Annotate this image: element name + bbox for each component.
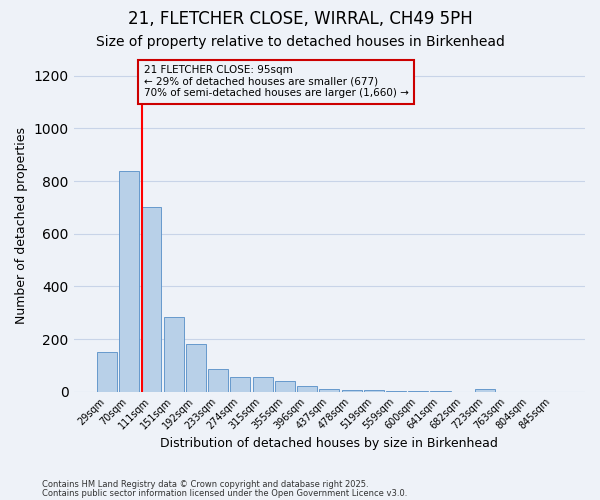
Bar: [230, 376, 250, 392]
X-axis label: Distribution of detached houses by size in Birkenhead: Distribution of detached houses by size …: [160, 437, 498, 450]
Text: Contains HM Land Registry data © Crown copyright and database right 2025.: Contains HM Land Registry data © Crown c…: [42, 480, 368, 489]
Text: Size of property relative to detached houses in Birkenhead: Size of property relative to detached ho…: [95, 35, 505, 49]
Bar: [186, 344, 206, 392]
Bar: [341, 390, 362, 392]
Bar: [430, 391, 451, 392]
Bar: [319, 389, 339, 392]
Bar: [141, 208, 161, 392]
Text: Contains public sector information licensed under the Open Government Licence v3: Contains public sector information licen…: [42, 488, 407, 498]
Bar: [97, 352, 117, 392]
Bar: [208, 370, 228, 392]
Bar: [164, 316, 184, 392]
Bar: [364, 390, 384, 392]
Y-axis label: Number of detached properties: Number of detached properties: [15, 128, 28, 324]
Bar: [253, 376, 272, 392]
Bar: [386, 391, 406, 392]
Text: 21, FLETCHER CLOSE, WIRRAL, CH49 5PH: 21, FLETCHER CLOSE, WIRRAL, CH49 5PH: [128, 10, 472, 28]
Bar: [275, 381, 295, 392]
Bar: [408, 391, 428, 392]
Bar: [297, 386, 317, 392]
Text: 21 FLETCHER CLOSE: 95sqm
← 29% of detached houses are smaller (677)
70% of semi-: 21 FLETCHER CLOSE: 95sqm ← 29% of detach…: [143, 66, 409, 98]
Bar: [119, 170, 139, 392]
Bar: [475, 389, 495, 392]
